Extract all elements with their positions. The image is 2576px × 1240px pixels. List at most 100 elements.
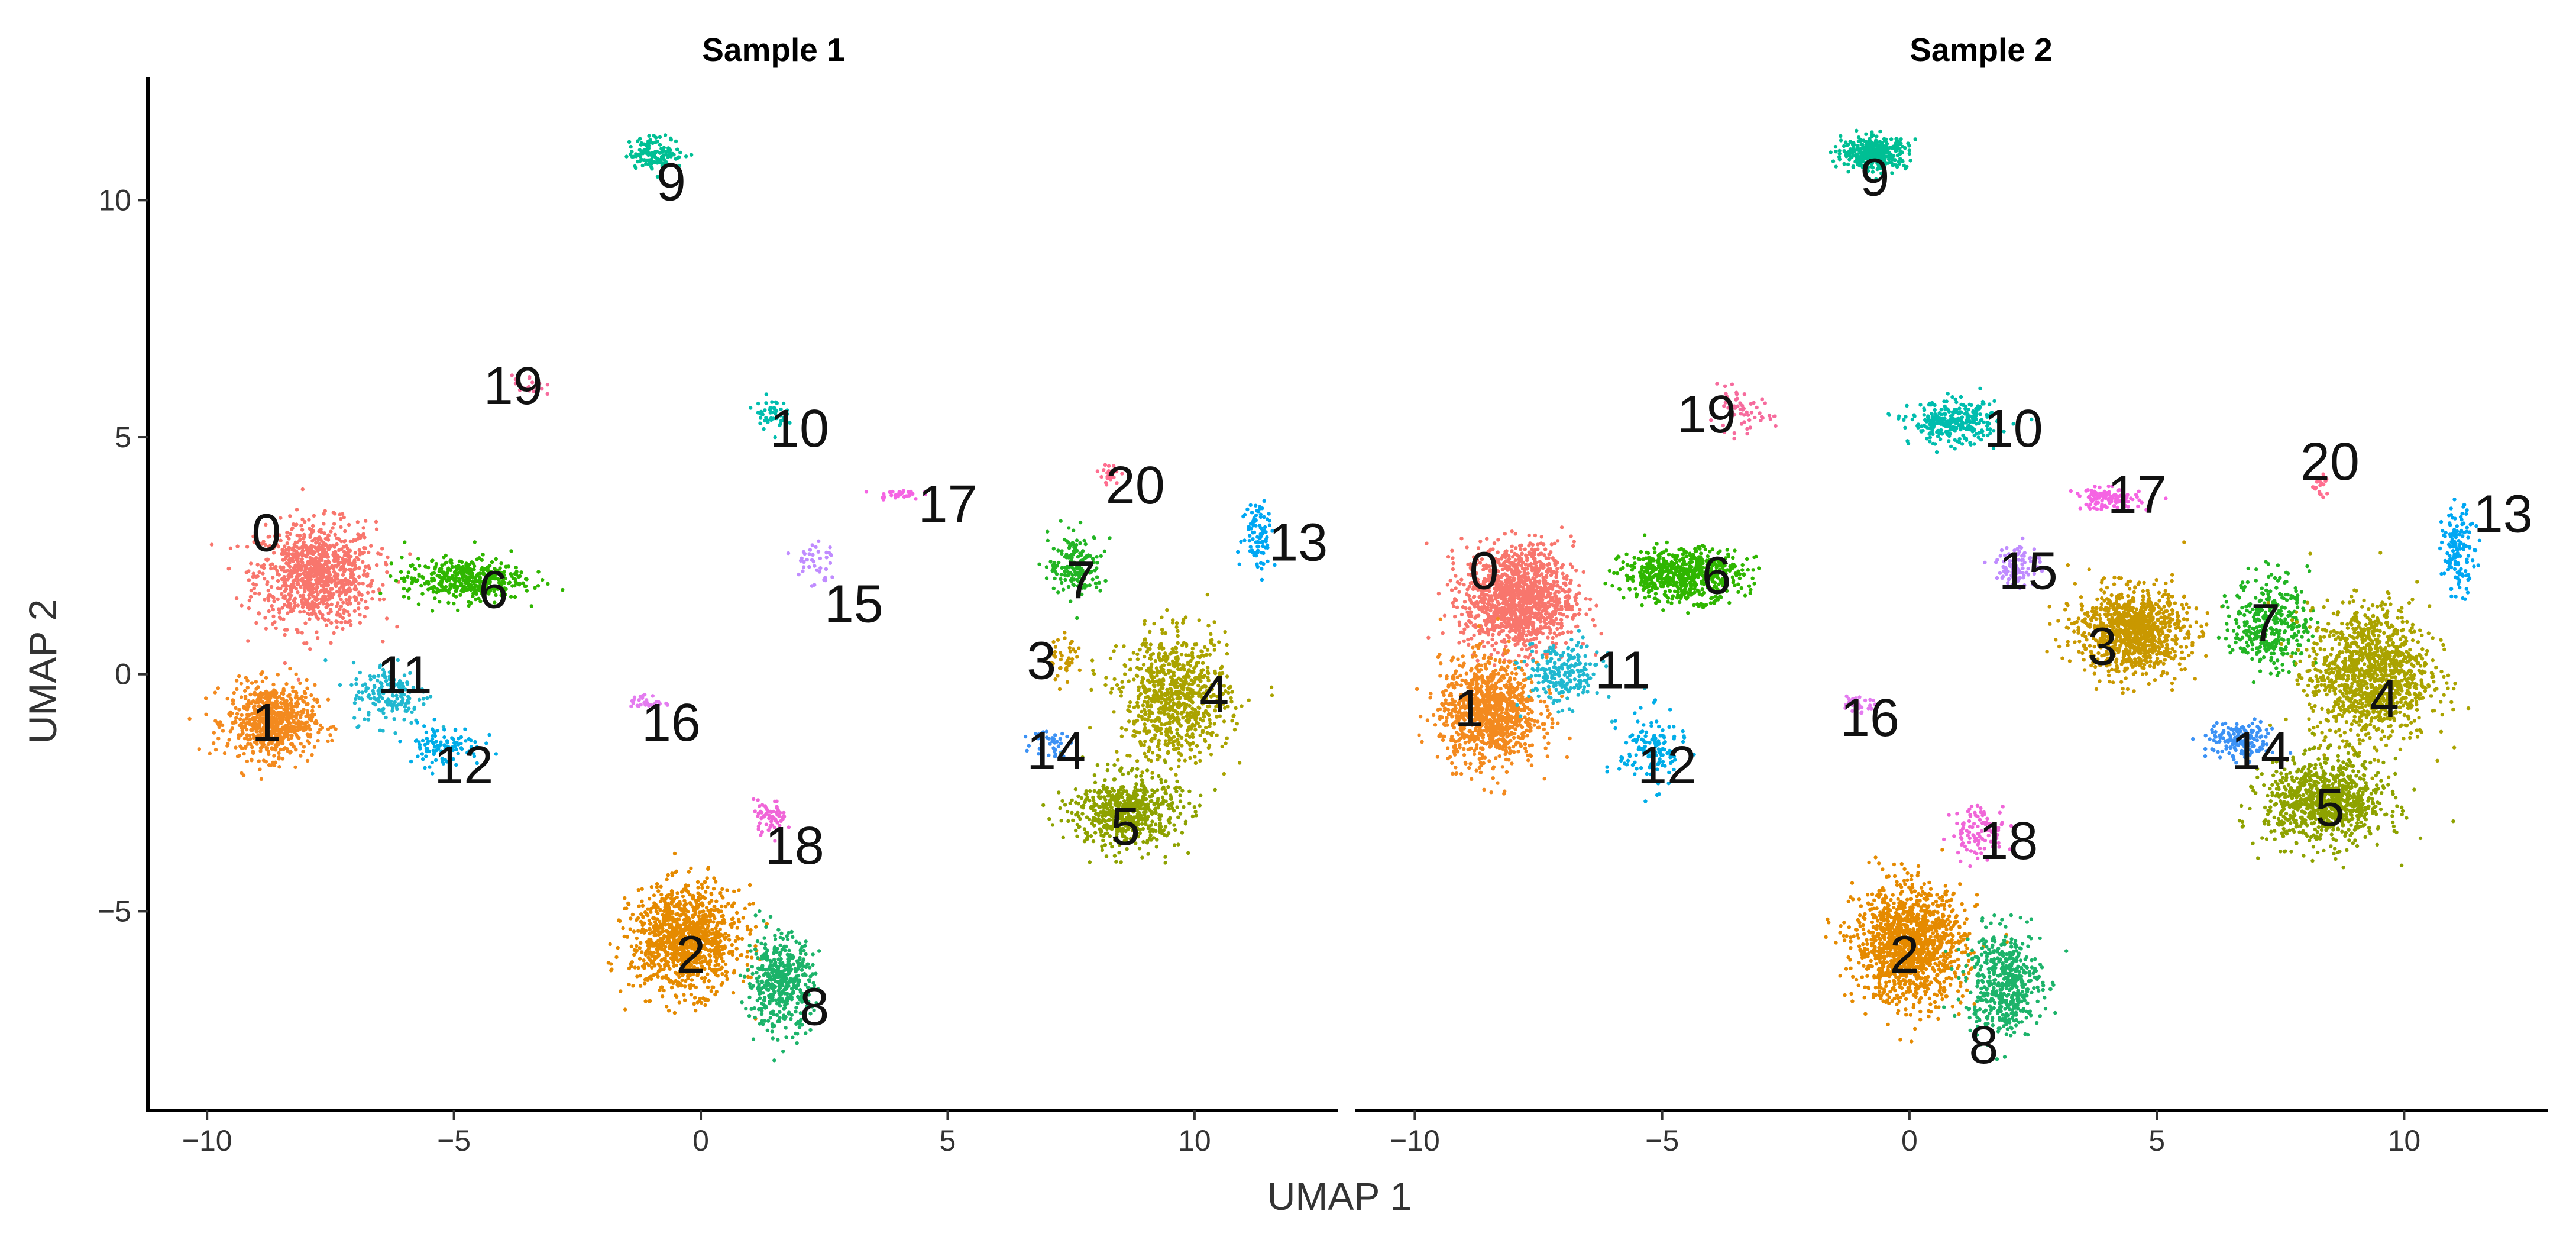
cell-point <box>798 955 802 960</box>
cell-point <box>733 939 738 944</box>
cell-point <box>694 985 698 990</box>
cell-point <box>454 595 458 599</box>
cell-point <box>682 899 687 903</box>
cell-point <box>473 585 477 590</box>
cell-point <box>271 614 276 619</box>
cell-point <box>327 567 331 571</box>
cell-point <box>631 984 635 988</box>
cell-point <box>282 574 286 579</box>
cell-point <box>319 530 323 534</box>
cell-point <box>648 922 652 926</box>
cell-point <box>1053 576 1057 581</box>
cell-point <box>347 557 351 561</box>
cell-point <box>714 956 719 960</box>
cell-point <box>280 548 284 552</box>
cell-point <box>248 595 253 599</box>
cell-point <box>646 907 650 911</box>
cell-point <box>1097 580 1101 585</box>
cell-point <box>804 939 808 944</box>
cell-point <box>299 585 303 589</box>
cell-point <box>716 934 720 938</box>
cell-point <box>458 580 462 584</box>
cell-point <box>763 942 768 947</box>
cell-point <box>310 753 314 757</box>
cell-point <box>814 545 818 549</box>
cell-point <box>241 731 245 736</box>
cell-point <box>301 699 305 703</box>
cell-point <box>319 588 324 592</box>
cell-point <box>264 676 268 680</box>
cell-point <box>286 737 291 741</box>
cell-point <box>245 707 250 711</box>
cell-point <box>357 590 361 595</box>
cell-point <box>287 715 291 719</box>
cell-point <box>300 721 304 725</box>
cell-point <box>706 923 710 928</box>
cell-point <box>1069 641 1073 645</box>
cell-point <box>727 938 732 942</box>
cell-point <box>378 552 383 556</box>
cell-point <box>808 548 813 552</box>
cell-point <box>764 951 769 955</box>
cell-point <box>1190 706 1195 711</box>
cell-point <box>378 728 382 732</box>
cell-point <box>467 562 471 567</box>
cell-point <box>736 918 741 922</box>
cell-point <box>671 931 675 935</box>
cell-point <box>242 706 247 711</box>
cell-point <box>635 918 639 922</box>
cell-point <box>1078 520 1083 525</box>
cell-point <box>649 885 654 889</box>
cell-point <box>316 559 321 563</box>
cell-point <box>335 604 339 608</box>
cell-point <box>261 758 266 763</box>
cell-point <box>247 578 251 582</box>
cell-point <box>299 564 303 568</box>
cell-point <box>368 674 372 679</box>
cell-point <box>1209 632 1213 637</box>
cell-point <box>356 537 360 541</box>
cell-point <box>368 584 373 589</box>
cell-point <box>348 539 352 544</box>
cell-point <box>784 1026 788 1030</box>
cell-point <box>1222 771 1226 776</box>
cell-point <box>626 901 630 906</box>
cell-point <box>509 572 513 576</box>
cell-point <box>274 690 279 695</box>
cell-point <box>787 948 791 952</box>
cell-point <box>638 137 642 141</box>
cell-point <box>637 957 642 961</box>
cell-point <box>1252 530 1257 535</box>
cell-point <box>285 628 289 632</box>
cell-point <box>276 544 280 549</box>
panel-sample-1: Sample 1 0111126199101715161828201373414… <box>98 31 1338 1157</box>
cell-point <box>342 585 346 589</box>
cell-point <box>1217 640 1221 644</box>
cell-point <box>301 749 305 754</box>
cell-point <box>762 919 766 923</box>
cell-point <box>325 536 329 540</box>
cell-point <box>374 519 378 524</box>
cell-point <box>817 570 822 574</box>
cell-point <box>252 586 256 590</box>
cell-point <box>1239 540 1243 544</box>
cell-point <box>322 512 326 516</box>
cell-point <box>310 612 315 616</box>
cell-point <box>326 698 331 702</box>
cell-point <box>1223 630 1227 634</box>
cell-point <box>630 912 635 917</box>
cell-point <box>245 720 250 725</box>
cell-point <box>282 603 287 607</box>
cell-point <box>533 586 537 590</box>
cell-point <box>305 583 309 587</box>
cell-point <box>342 558 346 562</box>
cell-point <box>668 136 673 140</box>
cell-point <box>632 698 636 702</box>
cell-point <box>1060 654 1064 658</box>
cell-point <box>237 674 241 679</box>
cell-point <box>747 995 752 1000</box>
cell-point <box>315 597 319 602</box>
cell-point <box>646 146 651 150</box>
cell-point <box>381 583 385 587</box>
